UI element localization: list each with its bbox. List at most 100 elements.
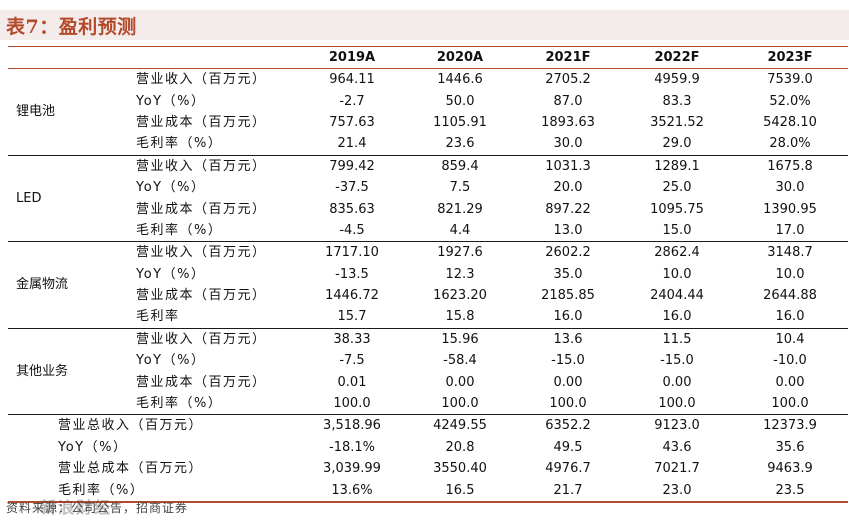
source-note: 资料来源：公司公告，招商证券 [6,501,189,515]
cell-value: 38.33 [298,327,406,351]
cell-value: 799.42 [298,154,406,177]
cell-value: 2705.2 [545,72,591,88]
cell-value: 1675.8 [732,154,848,177]
table-row: 毛利率（%） -4.5 4.4 13.0 15.0 17.0 [8,220,848,242]
cell-value: 0.00 [775,374,805,390]
cell-value: 29.0 [662,136,692,152]
row-label: 营业成本（百万元） [136,114,267,130]
total-label: YoY（%） [58,439,128,455]
table-title: 表7：盈利预测 [6,16,137,38]
col-header: 2023F [732,46,848,69]
cell-value: 100.0 [441,396,479,412]
cell-value: 20.0 [553,180,583,196]
total-value: 35.6 [775,439,805,455]
cell-value: -4.5 [339,222,365,238]
total-label: 营业总成本（百万元） [58,461,204,477]
cell-value: 4959.9 [654,72,700,88]
cell-value: 7539.0 [767,72,813,88]
total-label: 营业总收入（百万元） [8,414,298,437]
cell-value: 3521.52 [650,114,704,130]
total-value: 20.8 [445,439,475,455]
cell-value: 1390.95 [763,201,817,217]
cell-value: 12.3 [445,266,475,282]
header-blank [8,46,98,69]
cell-value: 15.7 [337,309,367,325]
cell-value: 1717.10 [298,241,406,264]
cell-value: 83.3 [662,93,692,109]
cell-value: 2644.88 [763,288,817,304]
cell-value: 0.00 [553,374,583,390]
row-label: 毛利率（%） [136,136,223,152]
cell-value: 30.0 [775,180,805,196]
cell-value: 13.0 [553,222,583,238]
table-row: 毛利率（%） 100.0 100.0 100.0 100.0 100.0 [8,393,848,415]
cell-value: 23.6 [445,136,475,152]
cell-value: 821.29 [437,201,483,217]
cell-value: 1893.63 [541,114,595,130]
cell-value: 30.0 [553,136,583,152]
col-header: 2021F [514,46,622,69]
cell-value: 25.0 [662,180,692,196]
cell-value: -10.0 [773,353,807,369]
cell-value: 15.8 [445,309,475,325]
total-value: 9123.0 [622,414,732,437]
row-label: 毛利率 [136,309,180,325]
cell-value: 859.4 [406,154,514,177]
cell-value: 50.0 [445,93,475,109]
cell-value: 2862.4 [622,241,732,264]
cell-value: 16.0 [775,309,805,325]
cell-value: 757.63 [329,114,375,130]
cell-value: 16.0 [553,309,583,325]
header-row: 2019A 2020A 2021F 2022F 2023F [8,46,848,69]
col-header: 2020A [406,46,514,69]
total-value: -18.1% [329,439,375,455]
cell-value: -15.0 [551,353,585,369]
cell-value: 1446.72 [325,288,379,304]
cell-value: 835.63 [329,201,375,217]
cell-value: 1927.6 [406,241,514,264]
table-row: YoY（%） -37.5 7.5 20.0 25.0 30.0 [8,177,848,198]
row-label: 营业收入（百万元） [98,241,298,264]
total-value: 16.5 [406,479,514,503]
table-body: 锂电池 营业收入（百万元） 964.11 1446.6 2705.2 4959.9 7539… [8,69,848,503]
col-header: 2022F [622,46,732,69]
cell-value: 1623.20 [433,288,487,304]
table-row: 营业成本（百万元） 835.63 821.29 897.22 1095.75 1390.9… [8,198,848,219]
row-label: YoY（%） [136,93,206,109]
cell-value: 15.96 [406,327,514,351]
header-blank [98,46,298,69]
row-label: 毛利率（%） [136,222,223,238]
cell-value: 897.22 [545,201,591,217]
total-value: 4976.7 [545,461,591,477]
total-value: 7021.7 [654,461,700,477]
total-row: 毛利率（%） 13.6% 16.5 21.7 23.0 23.5 [8,479,848,503]
cell-value: 1031.3 [514,154,622,177]
cell-value: 100.0 [658,396,696,412]
cell-value: 1289.1 [622,154,732,177]
table-row: YoY（%） -7.5 -58.4 -15.0 -15.0 -10.0 [8,350,848,371]
cell-value: -58.4 [443,353,477,369]
row-label: 营业成本（百万元） [136,201,267,217]
segment-name: 金属物流 [8,241,98,329]
cell-value: 1095.75 [650,201,704,217]
cell-value: 52.0% [769,93,811,109]
cell-value: 2602.2 [514,241,622,264]
profit-forecast-table: 2019A 2020A 2021F 2022F 2023F 锂电池 营业收入（百万… [8,46,848,503]
table-row: 其他业务 营业收入（百万元） 38.33 15.96 13.6 11.5 10.4 [8,327,848,415]
row-label: 毛利率（%） [136,396,223,412]
cell-value: 10.0 [662,266,692,282]
cell-value: 100.0 [771,396,809,412]
segment-name: 其他业务 [8,327,98,415]
row-label: YoY（%） [136,180,206,196]
cell-value: 28.0% [769,136,811,152]
total-value: 9463.9 [767,461,813,477]
table-row: 营业成本（百万元） 0.01 0.00 0.00 0.00 0.00 [8,371,848,392]
cell-value: 0.00 [445,374,475,390]
total-value: 21.7 [514,479,622,503]
table-row: 金属物流 营业收入（百万元） 1717.10 1927.6 2602.2 2862.4 31… [8,241,848,329]
table-row: YoY（%） -2.7 50.0 87.0 83.3 52.0% [8,90,848,111]
cell-value: 15.0 [662,222,692,238]
title-bar [0,10,849,40]
total-value: 3,039.99 [323,461,381,477]
table-row: 营业成本（百万元） 1446.72 1623.20 2185.85 2404.44 264… [8,285,848,306]
